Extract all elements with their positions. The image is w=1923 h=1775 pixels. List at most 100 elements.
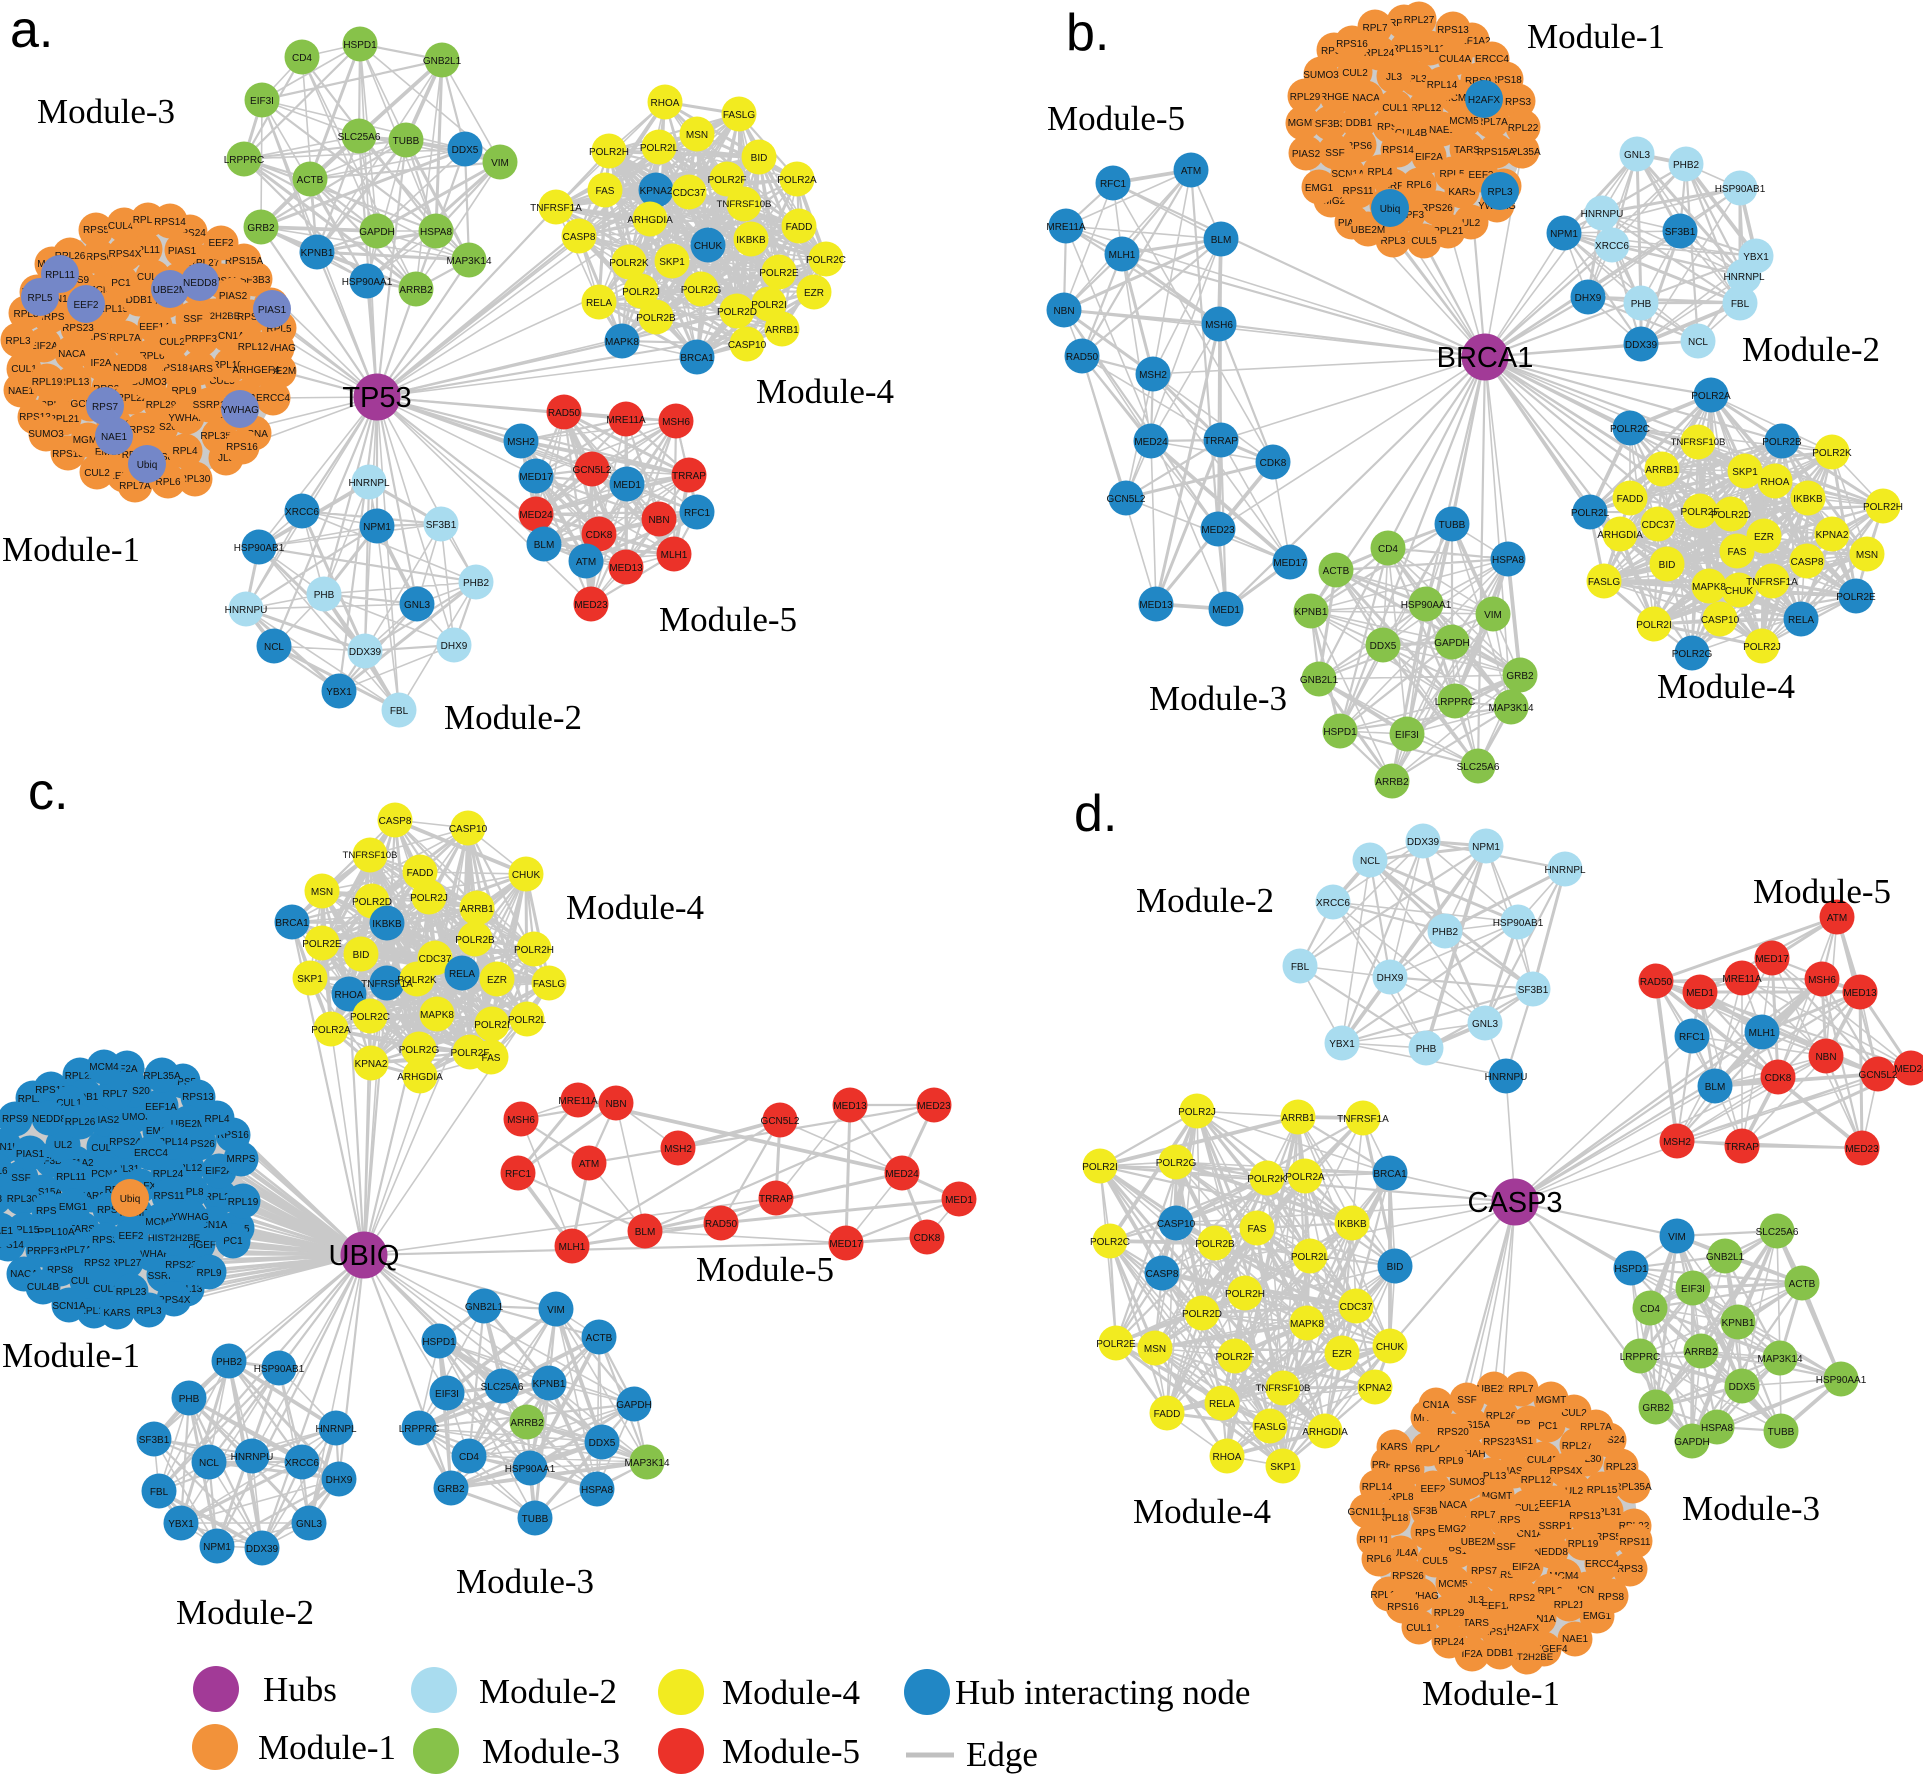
svg-text:NBN: NBN (1053, 306, 1074, 317)
svg-text:CASP10: CASP10 (728, 340, 767, 351)
svg-text:EIF2A: EIF2A (205, 1166, 233, 1177)
svg-text:NEDD8: NEDD8 (113, 363, 147, 374)
svg-text:EEF1A: EEF1A (145, 1102, 177, 1113)
svg-text:ARRB2: ARRB2 (510, 1418, 544, 1429)
svg-text:FASLG: FASLG (533, 979, 565, 990)
svg-text:MRE11A: MRE11A (1722, 974, 1762, 985)
svg-text:RPL13: RPL13 (59, 377, 90, 388)
svg-text:TNFRSF10B: TNFRSF10B (1671, 437, 1726, 448)
svg-text:IKBKB: IKBKB (736, 235, 766, 246)
svg-text:RPS7: RPS7 (92, 402, 119, 413)
svg-text:UBE2M: UBE2M (1461, 1537, 1495, 1548)
svg-text:MED17: MED17 (1755, 954, 1789, 965)
svg-text:PHB: PHB (179, 1394, 200, 1405)
svg-text:POLR2A: POLR2A (311, 1025, 351, 1036)
svg-text:RPS20: RPS20 (1437, 1427, 1469, 1438)
svg-text:FADD: FADD (407, 868, 434, 879)
svg-text:NEDD8: NEDD8 (183, 278, 217, 289)
svg-text:RPL9: RPL9 (196, 1268, 221, 1279)
svg-text:NCL: NCL (1688, 337, 1708, 348)
svg-text:BID: BID (1659, 560, 1676, 571)
svg-text:RPL7: RPL7 (1508, 1384, 1533, 1395)
svg-text:SLC25A6: SLC25A6 (1457, 762, 1500, 773)
svg-text:RPL18: RPL18 (79, 1306, 110, 1317)
svg-text:Module-3: Module-3 (456, 1562, 594, 1601)
svg-text:JL3: JL3 (0, 1194, 2, 1205)
svg-text:TARS: TARS (69, 1224, 95, 1235)
svg-text:POLR2J: POLR2J (410, 893, 448, 904)
svg-text:UBE2M: UBE2M (262, 366, 296, 377)
svg-text:FAS: FAS (596, 186, 615, 197)
svg-text:UL2: UL2 (54, 1140, 73, 1151)
svg-text:RPL4: RPL4 (204, 1114, 229, 1125)
svg-text:EZR: EZR (804, 288, 824, 299)
svg-text:GCN5L2: GCN5L2 (1859, 1070, 1898, 1081)
svg-text:ATM: ATM (1181, 166, 1201, 177)
svg-text:BID: BID (751, 153, 768, 164)
svg-text:SUMO3: SUMO3 (28, 429, 64, 440)
svg-text:SUMO3: SUMO3 (131, 377, 167, 388)
svg-text:RPL3: RPL3 (5, 336, 30, 347)
svg-text:CUL4B: CUL4B (1527, 1455, 1560, 1466)
svg-text:FADD: FADD (786, 222, 813, 233)
svg-text:RPL31: RPL31 (109, 1164, 140, 1175)
svg-text:SUMO3: SUMO3 (115, 1112, 151, 1123)
svg-text:RPS16: RPS16 (1387, 1602, 1419, 1613)
svg-text:POLR2F: POLR2F (708, 175, 747, 186)
svg-text:TUBB: TUBB (1768, 1427, 1795, 1438)
svg-text:MED24: MED24 (1894, 1064, 1923, 1075)
svg-text:RPL5: RPL5 (1516, 1419, 1541, 1430)
svg-text:RPL12: RPL12 (172, 1163, 203, 1174)
svg-text:MRPS: MRPS (227, 1154, 256, 1165)
svg-text:RPS14: RPS14 (1441, 1546, 1473, 1557)
svg-text:CUL4A: CUL4A (1439, 54, 1472, 65)
svg-text:RPL24: RPL24 (1364, 48, 1395, 59)
svg-text:RPS18: RPS18 (52, 449, 84, 460)
svg-text:RPS8: RPS8 (47, 1265, 74, 1276)
svg-text:GCN5L2: GCN5L2 (761, 1116, 800, 1127)
svg-text:YWHAG: YWHAG (1401, 1591, 1439, 1602)
svg-text:RPL23: RPL23 (1606, 1462, 1637, 1473)
svg-text:FBL: FBL (1731, 299, 1750, 310)
svg-text:Module-3: Module-3 (1149, 679, 1287, 718)
svg-text:RPL7A: RPL7A (1580, 1422, 1612, 1433)
svg-text:CUL2: CUL2 (93, 1284, 119, 1295)
svg-text:POLR2H: POLR2H (1225, 1289, 1265, 1300)
svg-text:SSF: SSF (1457, 1395, 1476, 1406)
svg-text:MAP3K14: MAP3K14 (624, 1458, 669, 1469)
svg-text:RPL11: RPL11 (45, 270, 75, 281)
svg-text:RPS4X: RPS4X (158, 1295, 191, 1306)
svg-text:RPS13: RPS13 (19, 412, 51, 423)
svg-text:RPS18: RPS18 (35, 1085, 67, 1096)
svg-text:RPS3: RPS3 (237, 312, 264, 323)
svg-text:KPNB1: KPNB1 (533, 1379, 566, 1390)
svg-text:MCM4: MCM4 (1549, 1571, 1579, 1582)
svg-text:IF2A: IF2A (90, 358, 111, 369)
svg-text:EEF2: EEF2 (118, 1231, 143, 1242)
svg-text:RPL7: RPL7 (1362, 23, 1387, 34)
svg-text:GCN1L1: GCN1L1 (0, 1142, 24, 1153)
svg-text:MSN: MSN (1144, 1344, 1166, 1355)
svg-text:RAD50: RAD50 (1640, 977, 1673, 988)
svg-text:SCN1A: SCN1A (1331, 169, 1365, 180)
svg-text:MAPK8: MAPK8 (1290, 1319, 1324, 1330)
svg-text:POLR2E: POLR2E (302, 939, 342, 950)
svg-text:MLH1: MLH1 (1109, 250, 1136, 261)
svg-text:SSF: SSF (1325, 148, 1344, 159)
svg-text:Module-1: Module-1 (2, 1336, 140, 1375)
svg-text:JL3: JL3 (1468, 1595, 1485, 1606)
svg-text:ACTB: ACTB (586, 1333, 613, 1344)
svg-text:RPS26: RPS26 (1392, 1571, 1424, 1582)
svg-text:Module-2: Module-2 (176, 1593, 314, 1632)
svg-text:RPL21: RPL21 (1433, 226, 1464, 237)
svg-text:MAP3K14: MAP3K14 (1757, 1354, 1802, 1365)
svg-text:BLM: BLM (635, 1227, 656, 1238)
svg-text:Module-1: Module-1 (258, 1728, 396, 1767)
svg-text:RPL10A: RPL10A (37, 1227, 75, 1238)
svg-text:FAS: FAS (1248, 1224, 1267, 1235)
svg-text:FASLG: FASLG (1254, 1422, 1286, 1433)
svg-text:RPL12: RPL12 (1411, 103, 1442, 114)
svg-text:SCN1A: SCN1A (1522, 1614, 1556, 1625)
svg-text:TNFRSF1A: TNFRSF1A (361, 979, 413, 990)
svg-text:RPS16: RPS16 (217, 1130, 249, 1141)
